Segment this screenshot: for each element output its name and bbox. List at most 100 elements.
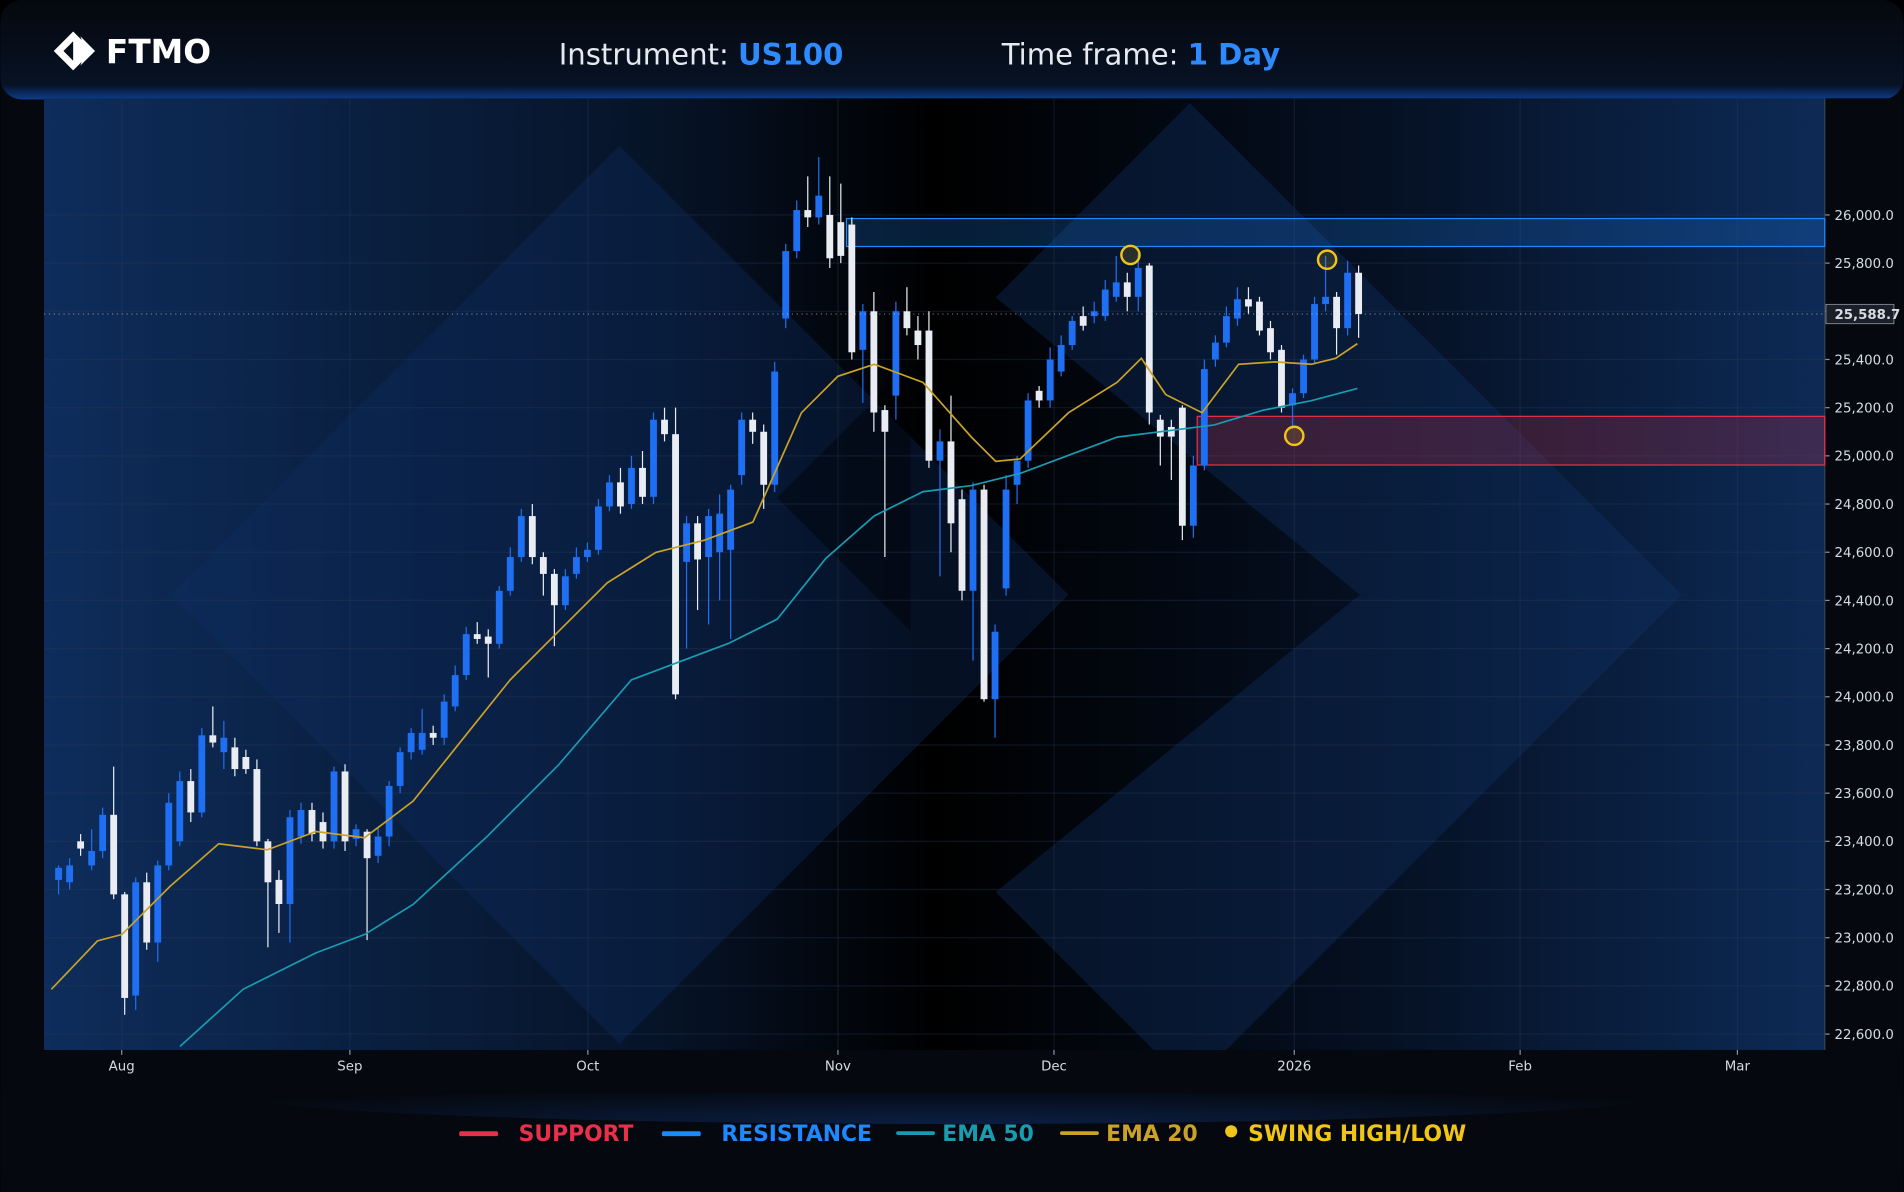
legend-swatch: [896, 1131, 936, 1135]
candle-body: [1035, 390, 1043, 401]
y-tick-label: 25,000.0: [1834, 450, 1893, 465]
candle-body: [749, 419, 757, 432]
candle-body: [286, 817, 294, 904]
candle-body: [341, 771, 349, 842]
legend-swatch: [661, 1131, 701, 1137]
candle-body: [947, 441, 955, 524]
x-tick-label: Nov: [825, 1060, 851, 1075]
candle-body: [561, 576, 569, 606]
candle-body: [639, 467, 646, 497]
candle-body: [253, 769, 261, 842]
y-tick-label: 24,400.0: [1834, 594, 1893, 609]
candle-body: [209, 735, 217, 743]
candle-body: [903, 311, 911, 329]
x-tick-label: Dec: [1041, 1060, 1067, 1075]
swing-marker: [1120, 244, 1141, 266]
candle-body: [1024, 400, 1032, 461]
candle-body: [66, 865, 74, 883]
candle-body: [892, 311, 900, 396]
candle-body: [1234, 299, 1241, 319]
candle-body: [374, 836, 382, 856]
candle-body: [528, 516, 536, 558]
timeframe-value: 1 Day: [1188, 37, 1280, 71]
candle-body: [231, 747, 239, 770]
swing-marker: [1283, 425, 1305, 447]
candle-body: [1222, 316, 1230, 343]
candle-body: [925, 330, 933, 461]
candle-body: [154, 865, 162, 943]
candle-body: [55, 867, 62, 880]
candle-body: [220, 737, 228, 753]
watermark-cut: [777, 98, 911, 632]
candle-body: [936, 441, 944, 461]
y-tick-label: 24,200.0: [1834, 642, 1893, 657]
candle-body: [396, 752, 404, 786]
candle-body: [969, 489, 977, 591]
watermark-chevron: [995, 103, 1682, 1087]
candle-body: [88, 850, 96, 866]
y-tick-label: 25,200.0: [1834, 402, 1893, 417]
candle-body: [264, 841, 272, 883]
candle-body: [727, 489, 735, 550]
candle-body: [980, 489, 988, 700]
candle-body: [352, 829, 360, 839]
candle-body: [1013, 460, 1021, 485]
candle-body: [661, 419, 668, 435]
candle-body: [242, 757, 250, 770]
candle-body: [815, 195, 823, 218]
candle-body: [517, 516, 525, 558]
y-tick-label: 23,000.0: [1834, 932, 1893, 947]
candle-body: [506, 557, 514, 591]
y-tick-label: 24,600.0: [1834, 546, 1893, 561]
candle-body: [1068, 320, 1076, 346]
instrument-label: Instrument: US100: [559, 37, 844, 71]
candle-body: [1300, 359, 1307, 394]
candle-body: [826, 214, 834, 259]
candle-body: [991, 631, 999, 700]
legend-label: EMA 20: [1106, 1122, 1198, 1147]
candle-body: [187, 781, 195, 813]
candle-body: [683, 523, 690, 562]
plot-background: [44, 98, 1904, 1093]
candle-body: [1267, 328, 1274, 353]
candle-body: [870, 311, 878, 413]
legend-swatch: [1060, 1131, 1099, 1135]
candle-body: [451, 675, 459, 707]
candle-body: [198, 735, 206, 813]
y-tick-label: 24,800.0: [1834, 498, 1893, 513]
candle-body: [1145, 265, 1153, 413]
candle-body: [440, 701, 448, 738]
logo-text: FTMO: [106, 33, 211, 71]
candle-body: [385, 785, 393, 837]
candle-body: [418, 732, 426, 750]
candle-body: [804, 210, 812, 218]
y-tick-label: 23,800.0: [1834, 739, 1893, 754]
legend: SUPPORT RESISTANCE EMA 50 EMA 20 SWING HIGH/…: [459, 1122, 1466, 1147]
last-price-label: 25,588.7: [1834, 308, 1900, 323]
candle-body: [837, 222, 845, 256]
watermark-diamond: [170, 145, 1069, 1044]
candle-body: [132, 882, 140, 996]
plot-area: [44, 98, 1825, 1050]
candle-body: [771, 371, 779, 485]
ema-line: [50, 342, 1358, 990]
candle-body: [572, 557, 580, 574]
candle-body: [1167, 426, 1175, 437]
timeframe-label-text: Time frame:: [1001, 37, 1179, 71]
candle-body: [782, 251, 790, 319]
candle-body: [539, 557, 547, 574]
candle-body: [176, 781, 184, 842]
x-tick-label: Mar: [1725, 1060, 1751, 1075]
candle-body: [484, 636, 492, 644]
candle-body: [1101, 289, 1109, 317]
candle-body: [363, 831, 371, 859]
candle-body: [1156, 419, 1164, 437]
candle-body: [595, 506, 602, 550]
ema-line: [179, 387, 1358, 1047]
timeframe-label: Time frame: 1 Day: [1001, 37, 1280, 71]
candle-body: [1256, 301, 1263, 331]
legend-label: EMA 50: [942, 1122, 1034, 1147]
candle-body: [914, 330, 922, 346]
